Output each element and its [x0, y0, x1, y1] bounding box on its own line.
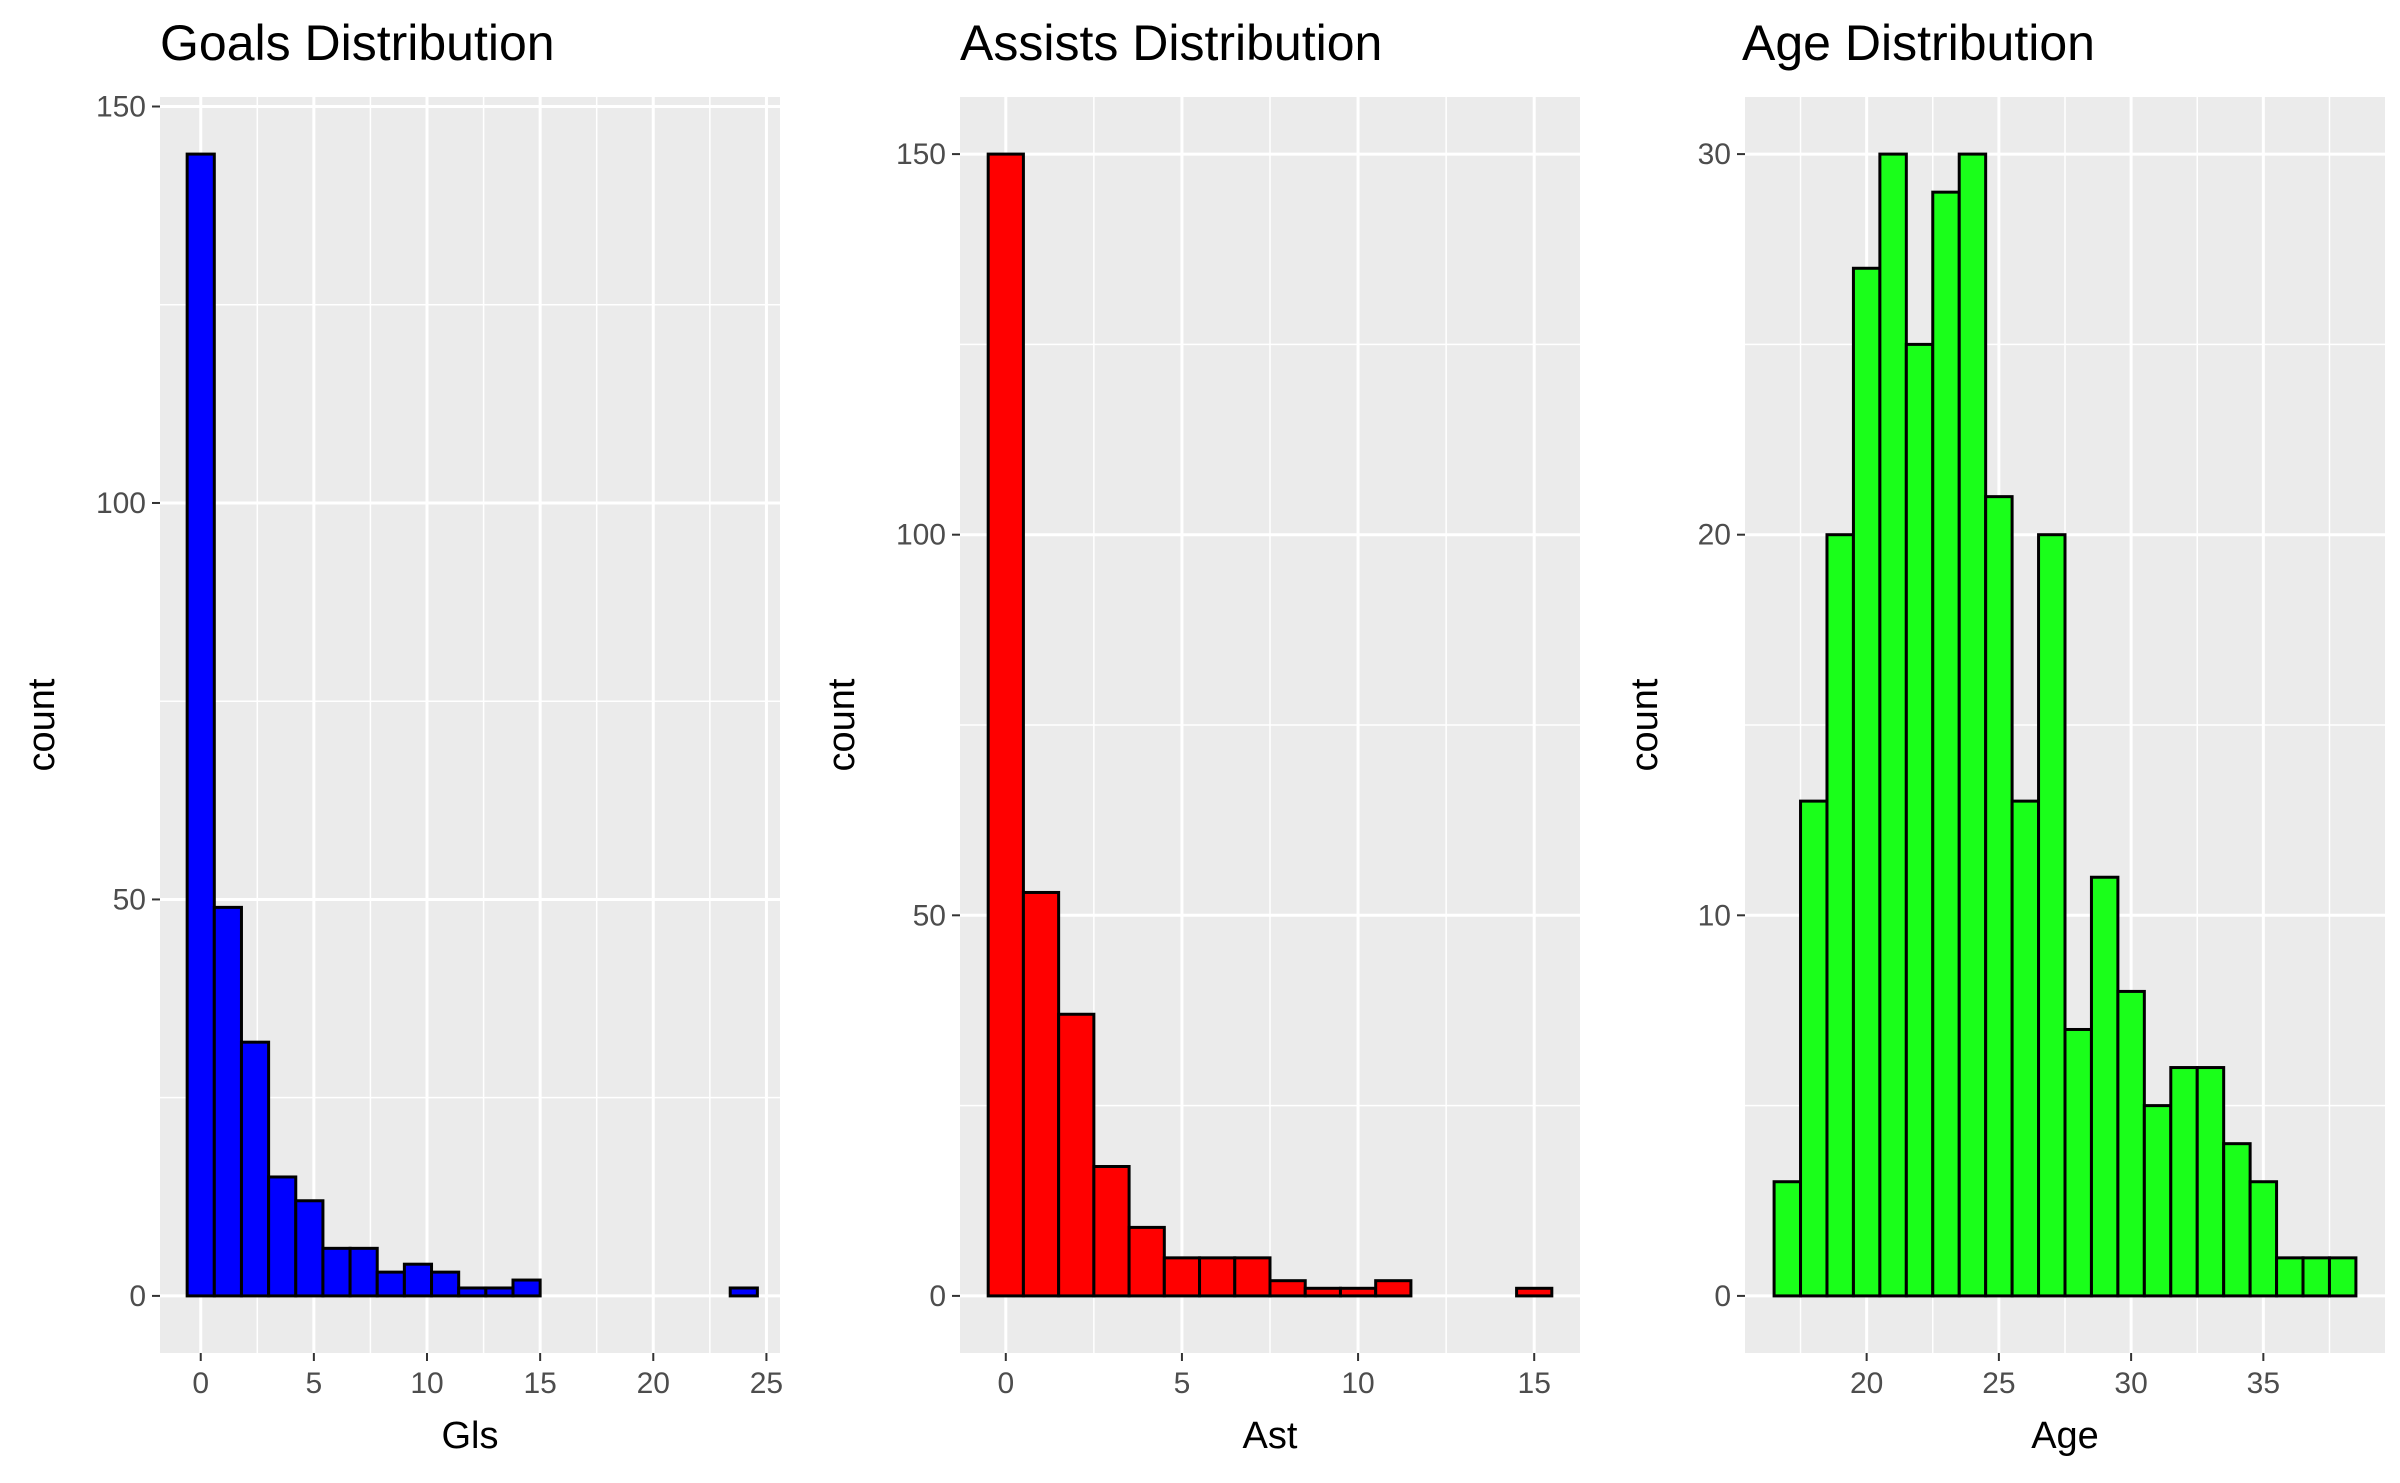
histogram-bar — [348, 1246, 379, 1298]
chart-title: Goals Distribution — [160, 15, 555, 71]
histogram-bar — [1825, 533, 1855, 1298]
histogram-bar — [1127, 1225, 1166, 1298]
histogram-bar — [2089, 875, 2120, 1298]
x-axis-label: Ast — [1243, 1415, 1298, 1457]
y-tick-label: 100 — [896, 519, 946, 552]
x-tick-label: 0 — [997, 1367, 1014, 1400]
x-tick-label: 5 — [1174, 1367, 1191, 1400]
y-tick-label: 30 — [1698, 138, 1731, 171]
histogram-bar — [2142, 1104, 2173, 1298]
y-tick-label: 150 — [896, 138, 946, 171]
x-tick-label: 20 — [1850, 1367, 1883, 1400]
histogram-bar — [1338, 1286, 1378, 1298]
histogram-bar — [1799, 799, 1829, 1298]
histogram-bar — [1957, 152, 1988, 1298]
y-tick-label: 50 — [113, 883, 146, 916]
histogram-bar — [2169, 1066, 2199, 1298]
x-tick-label: 35 — [2247, 1367, 2280, 1400]
x-tick-label: 25 — [750, 1367, 783, 1400]
x-tick-label: 15 — [1518, 1367, 1551, 1400]
histogram-bar — [1851, 266, 1882, 1298]
histogram-bar — [1303, 1286, 1342, 1298]
histogram-bar — [2222, 1142, 2252, 1298]
histogram-bar — [375, 1270, 406, 1298]
y-tick-label: 150 — [96, 91, 146, 124]
y-tick-label: 10 — [1698, 899, 1731, 932]
y-axis-label: count — [821, 678, 863, 771]
y-tick-label: 20 — [1698, 519, 1731, 552]
histogram-bar — [185, 152, 216, 1298]
x-tick-label: 25 — [1982, 1367, 2015, 1400]
x-tick-label: 10 — [410, 1367, 443, 1400]
chart-title: Assists Distribution — [960, 15, 1382, 71]
histogram-bar — [1021, 890, 1061, 1298]
histogram-bar — [1515, 1286, 1554, 1298]
histogram-bar — [2195, 1066, 2226, 1298]
histogram-bar — [1162, 1256, 1202, 1298]
histogram-bar — [321, 1246, 352, 1298]
histogram-bar — [1374, 1279, 1413, 1298]
histogram-bar — [1904, 342, 1935, 1298]
histogram-bar — [484, 1286, 515, 1298]
histogram-bar — [1931, 190, 1961, 1298]
histogram-bar — [2116, 989, 2146, 1298]
histogram-panel-1: 0 5 10 15 20 25 0 50 100 150 Goals Distribution Gls… — [21, 15, 783, 1457]
histogram-bar — [1984, 495, 2014, 1298]
histogram-bar — [2010, 799, 2041, 1298]
x-tick-label: 20 — [637, 1367, 670, 1400]
histogram-bar — [1092, 1165, 1131, 1298]
x-tick-label: 30 — [2114, 1367, 2147, 1400]
y-axis-label: count — [21, 678, 63, 771]
y-axis-label: count — [1624, 678, 1666, 771]
histogram-bar — [1233, 1256, 1272, 1298]
histogram-bar — [2063, 1027, 2093, 1298]
histogram-bar — [2275, 1256, 2305, 1298]
x-axis-label: Gls — [442, 1415, 499, 1457]
y-tick-label: 50 — [913, 899, 946, 932]
y-tick-label: 100 — [96, 487, 146, 520]
histogram-bar — [728, 1286, 759, 1298]
histogram-bar — [457, 1286, 488, 1298]
histogram-bar — [2037, 533, 2067, 1298]
histogram-bar — [212, 905, 243, 1298]
histogram-bar — [402, 1262, 434, 1298]
histogram-bar — [2301, 1256, 2331, 1298]
y-tick-label: 0 — [129, 1280, 146, 1313]
histogram-bar — [986, 152, 1025, 1298]
histogram-bar — [2327, 1256, 2358, 1298]
histogram-bar — [1057, 1012, 1096, 1298]
histogram-bar — [267, 1175, 298, 1298]
x-tick-label: 10 — [1341, 1367, 1374, 1400]
histogram-bar — [2248, 1180, 2279, 1298]
histogram-bar — [294, 1199, 325, 1298]
histogram-bar — [239, 1040, 271, 1298]
y-tick-label: 0 — [929, 1280, 946, 1313]
histogram-bar — [1878, 152, 1908, 1298]
y-tick-label: 0 — [1714, 1280, 1731, 1313]
chart-title: Age Distribution — [1742, 15, 2095, 71]
histogram-bar — [1772, 1180, 1803, 1298]
x-tick-label: 0 — [192, 1367, 209, 1400]
histogram-panel-3: 20 25 30 35 0 10 20 30 Age Distribution Age count — [1624, 15, 2385, 1457]
histogram-bar — [511, 1278, 542, 1298]
x-tick-label: 15 — [523, 1367, 556, 1400]
x-axis-label: Age — [2031, 1415, 2099, 1457]
histogram-bar — [1198, 1256, 1237, 1298]
histogram-bar — [430, 1270, 461, 1298]
histogram-bar — [1268, 1279, 1307, 1298]
x-tick-label: 5 — [306, 1367, 323, 1400]
